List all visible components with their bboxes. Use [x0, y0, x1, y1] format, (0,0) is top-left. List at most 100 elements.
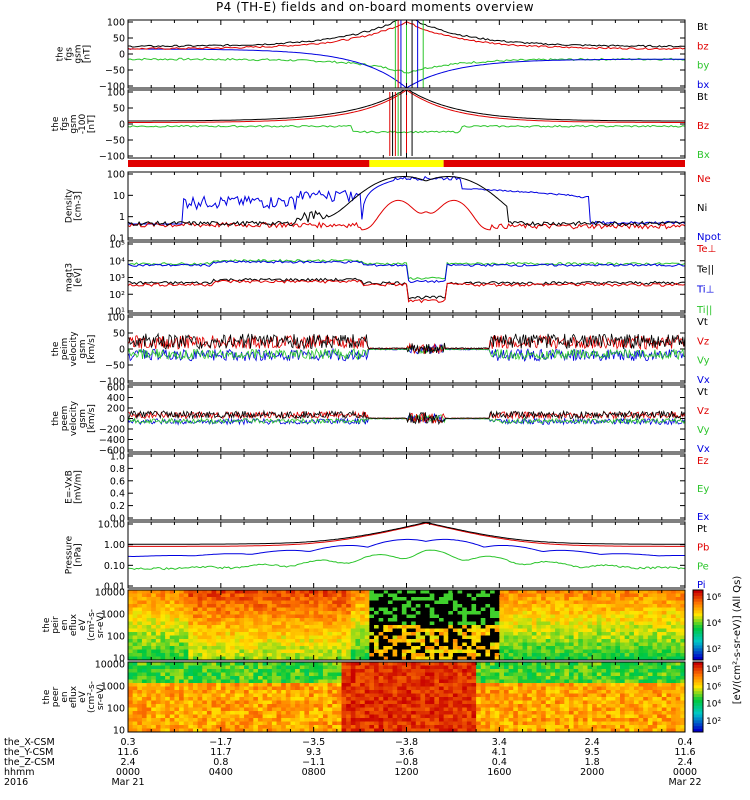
spectrogram-cell	[573, 632, 579, 636]
spectrogram-cell	[299, 604, 305, 608]
spectrogram-cell	[466, 679, 472, 684]
spectrogram-cell	[457, 707, 463, 712]
spectrogram-cell	[160, 725, 166, 729]
spectrogram-cell	[401, 607, 407, 612]
spectrogram-cell	[267, 593, 273, 598]
spectrogram-cell	[271, 721, 278, 726]
spectrogram-cell	[582, 625, 589, 629]
spectrogram-cell	[290, 642, 296, 647]
spectrogram-cell	[281, 711, 287, 715]
ytick-label: 100	[107, 632, 125, 643]
spectrogram-cell	[499, 625, 505, 629]
spectrogram-cell	[568, 642, 575, 647]
spectrogram-cell	[568, 604, 575, 608]
spectrogram-cell	[299, 714, 305, 719]
spectrogram-cell	[531, 635, 537, 640]
spectrogram-cell	[638, 628, 644, 633]
spectrogram-cell	[378, 656, 384, 661]
spectrogram-cell	[206, 656, 213, 661]
spectrogram-cell	[128, 683, 134, 687]
spectrogram-cell	[680, 632, 686, 636]
spectrogram-cell	[248, 714, 254, 719]
spectrogram-cell	[383, 632, 389, 636]
spectrogram-cell	[346, 711, 352, 715]
spectrogram-cell	[587, 607, 593, 612]
spectrogram-cell	[244, 721, 250, 726]
colorbar-cell	[693, 645, 703, 649]
spectrogram-cell	[568, 600, 575, 605]
spectrogram-cell	[128, 686, 134, 691]
spectrogram-cell	[336, 600, 343, 605]
spectrogram-cell	[281, 676, 287, 680]
spectrogram-cell	[253, 725, 259, 729]
spectrogram-cell	[559, 642, 565, 647]
colorbar-cell	[693, 592, 703, 597]
spectrogram-cell	[271, 662, 278, 666]
spectrogram-cell	[360, 618, 366, 622]
spectrogram-cell	[271, 700, 278, 705]
spectrogram-cell	[262, 656, 268, 661]
spectrogram-cell	[146, 639, 152, 643]
spectrogram-cell	[624, 607, 630, 612]
spectrogram-cell	[137, 714, 143, 719]
spectrogram-cell	[155, 690, 161, 694]
ylabel-line: fgs	[60, 117, 70, 131]
spectrogram-cell	[281, 649, 287, 654]
spectrogram-cell	[629, 642, 635, 647]
spectrogram-cell	[239, 656, 245, 661]
spectrogram-cell	[508, 725, 514, 729]
spectrogram-cell	[633, 611, 640, 615]
spectrogram-cell	[276, 597, 282, 601]
spectrogram-cell	[545, 625, 551, 629]
spectrogram-cell	[225, 628, 231, 633]
spectrogram-cell	[522, 718, 528, 722]
spectrogram-cell	[313, 611, 319, 615]
spectrogram-cell	[466, 642, 472, 647]
spectrogram-cell	[313, 728, 319, 733]
spectrogram-cell	[128, 621, 134, 626]
spectrogram-cell	[387, 707, 394, 712]
spectrogram-cell	[434, 604, 440, 608]
spectrogram-cell	[443, 700, 449, 705]
spectrogram-cell	[378, 711, 384, 715]
spectrogram-cell	[322, 711, 329, 715]
spectrogram-cell	[443, 690, 449, 694]
panel-border	[127, 453, 686, 521]
spectrogram-cell	[299, 611, 305, 615]
spectrogram-cell	[657, 656, 663, 661]
spectrogram-cell	[471, 707, 477, 712]
spectrogram-cell	[476, 621, 482, 626]
spectrogram-cell	[476, 628, 482, 633]
spectrogram-cell	[132, 700, 138, 705]
spectrogram-cell	[137, 683, 143, 687]
spectrogram-cell	[531, 714, 537, 719]
ytick-label: −600	[99, 446, 125, 457]
spectrogram-cell	[429, 683, 435, 687]
spectrogram-cell	[332, 704, 338, 708]
spectrogram-cell	[499, 711, 505, 715]
spectrogram-cell	[281, 611, 287, 615]
spectrogram-cell	[327, 611, 333, 615]
spectrogram-cell	[299, 725, 305, 729]
spectrogram-cell	[438, 590, 445, 594]
spectrogram-cell	[141, 646, 148, 650]
spectrogram-cell	[457, 653, 463, 657]
spectrogram-cell	[332, 649, 338, 654]
spectrogram-cell	[257, 679, 264, 684]
spectrogram-cell	[141, 679, 148, 684]
spectrogram-cell	[132, 704, 138, 708]
spectrogram-cell	[128, 632, 134, 636]
spectrogram-cell	[522, 653, 528, 657]
colorbar-cell	[693, 619, 703, 623]
spectrogram-cell	[285, 656, 291, 661]
spectrogram-cell	[374, 711, 380, 715]
spectrogram-cell	[494, 665, 500, 670]
spectrogram-cell	[230, 728, 236, 733]
spectrogram-cell	[179, 642, 185, 647]
spectrogram-cell	[267, 656, 273, 661]
spectrogram-cell	[462, 714, 468, 719]
spectrogram-cell	[239, 672, 245, 677]
spectrogram-cell	[336, 653, 343, 657]
spectrogram-cell	[448, 690, 454, 694]
